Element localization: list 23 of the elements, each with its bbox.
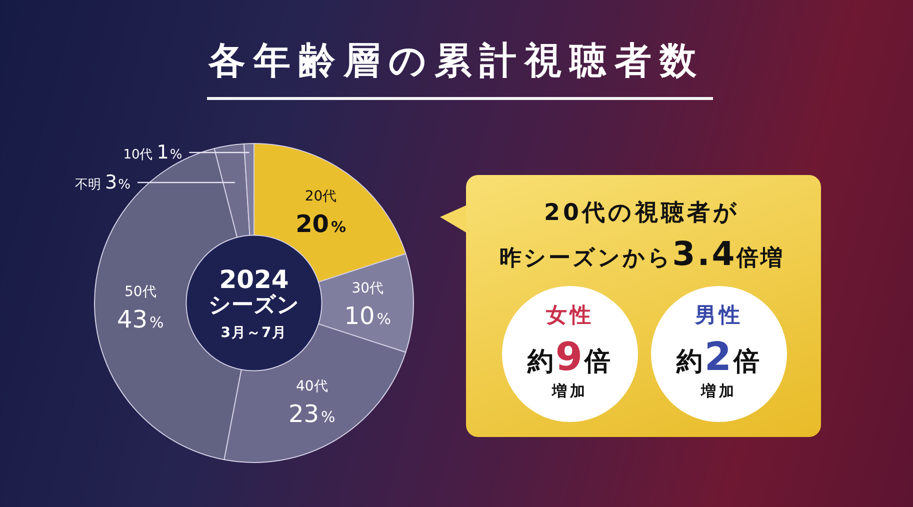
slice-label: 40代 [296,378,328,394]
text: シーズン [208,293,300,318]
data-label: 1% [156,142,182,164]
slice-label: 不明 [75,178,102,192]
data-label: 3% [105,172,131,194]
text: 増加 [552,382,588,400]
text: 増加 [701,382,737,400]
slice-label: 10代 [123,148,153,162]
text: 20代の視聴者が [544,200,740,226]
data-label: 10% [344,302,392,330]
text: 2024 [219,264,289,294]
data-label: 20% [296,210,346,238]
text: 3月～7月 [220,325,288,341]
slice-label: 50代 [124,284,156,300]
data-label: 23% [288,400,336,428]
text: 女性 [546,302,594,326]
data-label: 43% [117,306,164,334]
slice-label: 20代 [304,188,337,205]
slice-label: 30代 [352,280,384,297]
text: 約2倍 [676,334,762,380]
text: 男性 [695,302,743,326]
text: 約9倍 [527,334,613,380]
chart-title: 各年齢層の累計視聴者数 [207,38,706,84]
